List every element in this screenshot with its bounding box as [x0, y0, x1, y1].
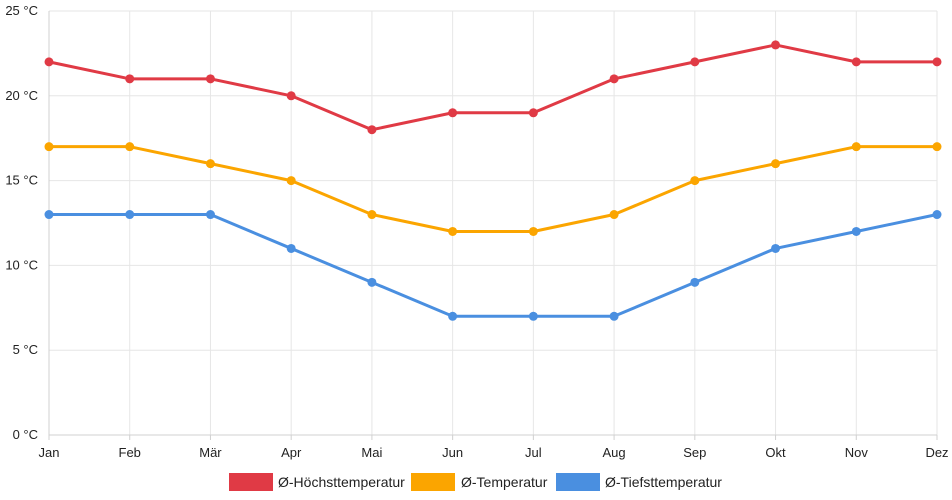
data-point: [448, 226, 458, 236]
data-point: [448, 108, 458, 118]
data-point: [125, 210, 135, 220]
data-point: [367, 277, 377, 287]
data-point: [367, 210, 377, 220]
data-point: [528, 226, 538, 236]
data-point: [851, 57, 861, 67]
x-tick-label: Mai: [361, 445, 382, 460]
legend-swatch[interactable]: [229, 473, 273, 491]
data-point: [690, 57, 700, 67]
legend-label[interactable]: Ø-Höchsttemperatur: [278, 474, 405, 490]
x-tick-label: Okt: [765, 445, 786, 460]
data-point: [44, 57, 54, 67]
data-point: [125, 142, 135, 152]
data-point: [771, 243, 781, 253]
x-tick-label: Mär: [199, 445, 222, 460]
data-point: [448, 311, 458, 321]
data-point: [205, 74, 215, 84]
x-tick-label: Sep: [683, 445, 706, 460]
data-point: [932, 142, 942, 152]
data-point: [932, 210, 942, 220]
x-tick-label: Jun: [442, 445, 463, 460]
y-tick-label: 10 °C: [5, 257, 38, 272]
x-tick-label: Jul: [525, 445, 542, 460]
x-tick-label: Nov: [845, 445, 869, 460]
y-tick-label: 5 °C: [13, 342, 38, 357]
data-point: [771, 159, 781, 169]
legend-label[interactable]: Ø-Temperatur: [461, 474, 548, 490]
legend-swatch[interactable]: [411, 473, 455, 491]
x-tick-label: Jan: [39, 445, 60, 460]
data-point: [125, 74, 135, 84]
data-point: [528, 108, 538, 118]
y-tick-label: 20 °C: [5, 88, 38, 103]
data-point: [286, 243, 296, 253]
data-point: [932, 57, 942, 67]
y-tick-label: 0 °C: [13, 427, 38, 442]
data-point: [609, 74, 619, 84]
data-point: [771, 40, 781, 50]
data-point: [367, 125, 377, 135]
series-line-2: [47, 145, 939, 233]
y-tick-label: 15 °C: [5, 173, 38, 188]
data-point: [851, 142, 861, 152]
x-tick-label: Apr: [281, 445, 302, 460]
y-tick-label: 25 °C: [5, 3, 38, 18]
data-point: [851, 226, 861, 236]
data-point: [609, 311, 619, 321]
legend-swatch[interactable]: [556, 473, 600, 491]
data-point: [528, 311, 538, 321]
series-line-1: [47, 43, 939, 132]
data-point: [690, 176, 700, 186]
series-line-3: [47, 213, 939, 318]
data-point: [609, 210, 619, 220]
data-point: [690, 277, 700, 287]
x-tick-label: Aug: [603, 445, 626, 460]
data-point: [205, 210, 215, 220]
data-point: [44, 142, 54, 152]
data-point: [286, 91, 296, 101]
x-tick-label: Dez: [925, 445, 948, 460]
data-point: [205, 159, 215, 169]
data-point: [44, 210, 54, 220]
legend-label[interactable]: Ø-Tiefsttemperatur: [605, 474, 722, 490]
x-tick-label: Feb: [119, 445, 141, 460]
data-point: [286, 176, 296, 186]
